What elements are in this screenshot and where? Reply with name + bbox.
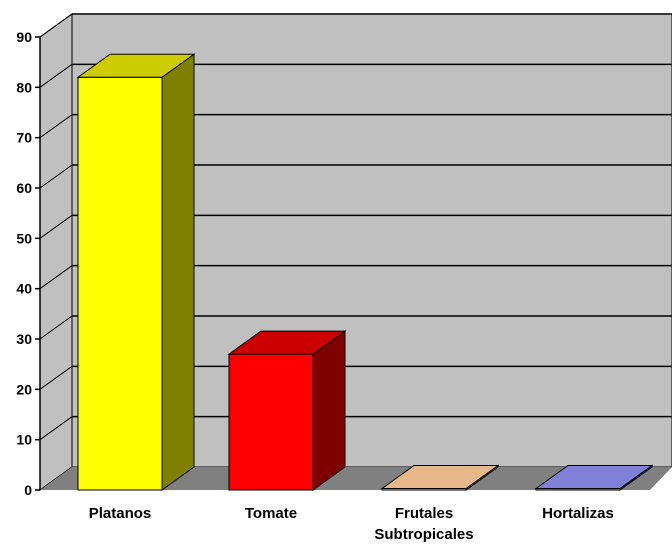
- x-tick-label: Platanos: [89, 505, 152, 522]
- y-ticks: 0 10 20 30 40 50 60 70 80 90: [16, 29, 40, 498]
- bar: [227, 330, 347, 491]
- gridline-side: [39, 416, 73, 441]
- y-tick-label: 90: [16, 29, 32, 45]
- bar-top: [380, 464, 500, 489]
- y-tick-label: 50: [16, 230, 32, 246]
- y-tick-label: 20: [16, 381, 32, 397]
- bar-side: [161, 53, 195, 491]
- y-tick-label: 60: [16, 180, 32, 196]
- gridline-side: [39, 63, 73, 88]
- gridline-side: [39, 114, 73, 139]
- bar-side: [312, 330, 346, 491]
- y-tick-label: 0: [24, 482, 32, 498]
- bar-top: [227, 330, 347, 355]
- bar: [380, 464, 500, 491]
- side-wall: [39, 13, 73, 491]
- x-tick-label: Tomate: [245, 505, 297, 522]
- bar-front: [77, 76, 163, 491]
- bar: [534, 464, 654, 491]
- bars: [76, 53, 654, 491]
- y-tick-label: 70: [16, 130, 32, 146]
- gridline-side: [39, 13, 73, 38]
- floor: [40, 467, 672, 490]
- y-tick-label: 10: [16, 432, 32, 448]
- x-tick-labels: Platanos Tomate Frutales Subtropicales Horta…: [89, 505, 614, 543]
- bar: [76, 53, 196, 491]
- y-tick-label: 80: [16, 79, 32, 95]
- x-tick-label: Frutales Subtropicales: [374, 505, 473, 543]
- gridline-side: [39, 164, 73, 189]
- gridline-side: [39, 365, 73, 390]
- gridline-side: [39, 315, 73, 340]
- gridline-side: [39, 265, 73, 290]
- y-tick-label: 40: [16, 281, 32, 297]
- y-tick-label: 30: [16, 331, 32, 347]
- bar-top: [534, 464, 654, 489]
- x-tick-label: Hortalizas: [542, 505, 614, 522]
- bar-top: [76, 53, 196, 78]
- gridline-side: [39, 214, 73, 239]
- bar-front: [228, 353, 314, 491]
